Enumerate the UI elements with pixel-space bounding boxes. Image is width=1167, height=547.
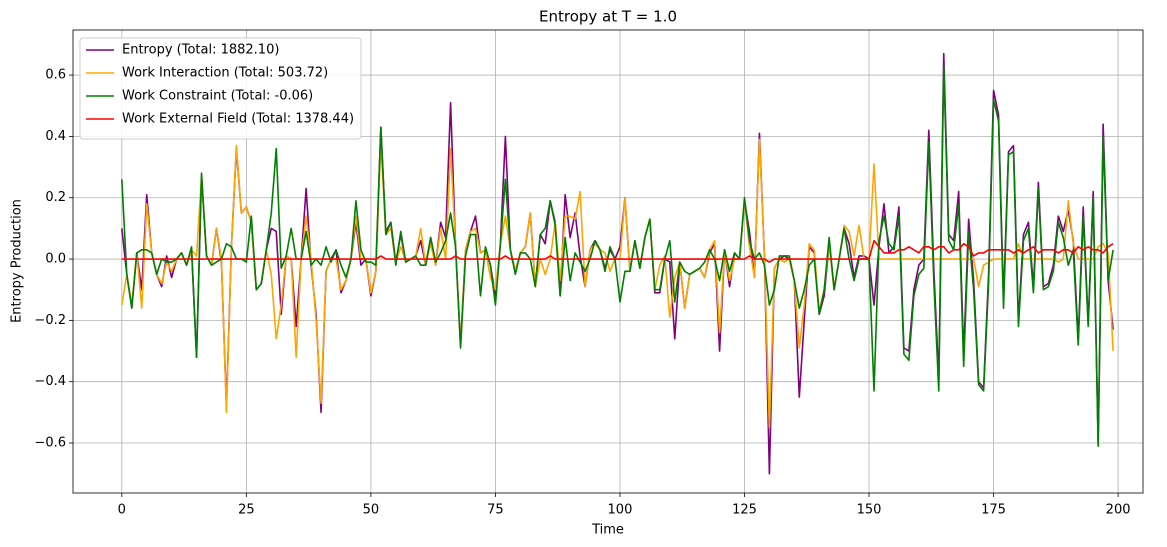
y-tick-label: −0.6: [34, 436, 66, 451]
series-line: [121, 65, 1114, 447]
y-tick-label: 0.2: [45, 190, 66, 205]
series-line: [121, 239, 1114, 263]
x-tick-label: 100: [608, 503, 633, 518]
x-tick-label: 75: [487, 503, 504, 518]
y-tick-label: 0.4: [45, 129, 66, 144]
x-tick-label: 0: [118, 503, 126, 518]
legend-label: Work Constraint (Total: -0.06): [122, 89, 313, 104]
chart-title: Entropy at T = 1.0: [539, 8, 677, 26]
x-tick-label: 25: [238, 503, 255, 518]
x-tick-label: 200: [1106, 503, 1131, 518]
y-tick-label: 0.6: [45, 68, 66, 83]
x-tick-label: 125: [732, 503, 757, 518]
legend-label: Work Interaction (Total: 503.72): [122, 66, 328, 81]
x-axis-label: Time: [591, 523, 624, 538]
y-tick-label: −0.4: [34, 374, 66, 389]
legend-label: Work External Field (Total: 1378.44): [122, 112, 354, 127]
x-tick-label: 150: [857, 503, 882, 518]
plot-frame: [72, 29, 1144, 494]
x-tick-label: 175: [981, 503, 1006, 518]
y-tick-label: −0.2: [34, 313, 66, 328]
legend: Entropy (Total: 1882.10) Work Interaction…: [79, 37, 362, 140]
y-axis-label: Entropy Production: [10, 199, 25, 323]
legend-label: Entropy (Total: 1882.10): [122, 43, 279, 58]
x-tick-label: 50: [363, 503, 380, 518]
y-tick-label: 0.0: [45, 252, 66, 267]
legend-box: [79, 37, 362, 140]
